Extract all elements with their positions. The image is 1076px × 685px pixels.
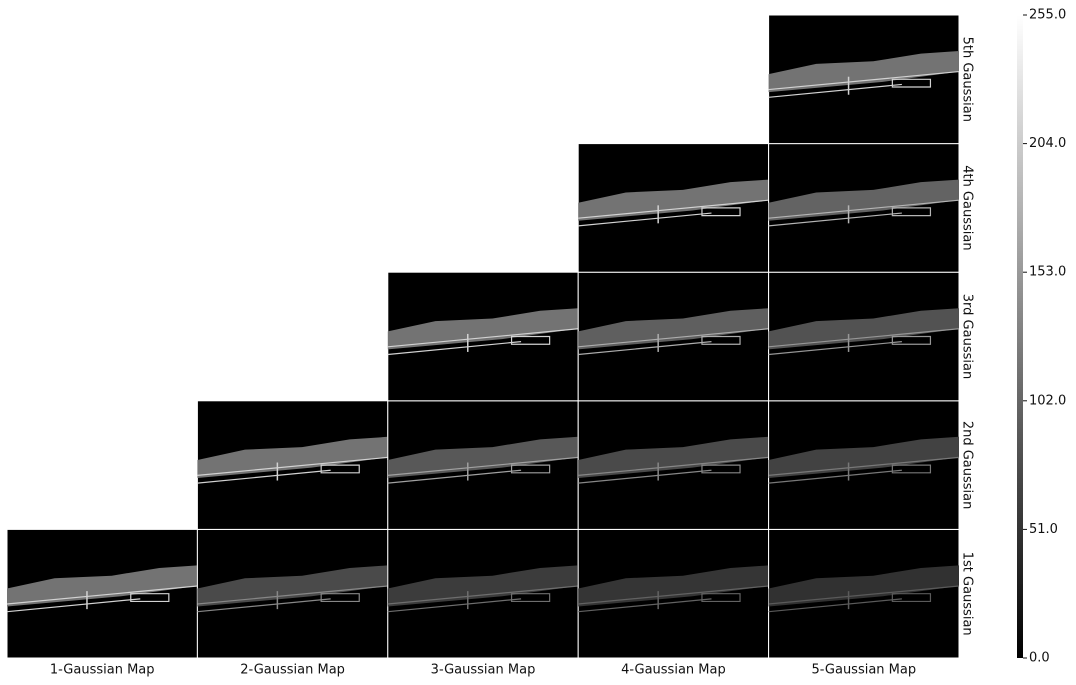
colorbar xyxy=(1017,15,1023,658)
terrain xyxy=(197,565,388,607)
row-label: 5th Gaussian xyxy=(960,37,975,122)
map-image xyxy=(577,143,770,273)
road xyxy=(387,456,579,484)
map-image xyxy=(387,528,579,659)
road xyxy=(768,585,960,613)
map-image xyxy=(577,528,770,659)
terrain xyxy=(387,565,579,607)
map-image xyxy=(387,400,579,530)
terrain xyxy=(768,51,959,93)
column-label: 5-Gaussian Map xyxy=(811,663,916,678)
terrain xyxy=(578,565,769,607)
row-label: 1st Gaussian xyxy=(960,552,975,636)
row-label: 2nd Gaussian xyxy=(960,421,975,510)
terrain xyxy=(578,179,769,221)
row-label: 4th Gaussian xyxy=(960,165,975,250)
road xyxy=(768,328,960,356)
terrain xyxy=(768,565,959,607)
colorbar-tick-label: 102.0 xyxy=(1029,393,1066,408)
map-image xyxy=(196,528,389,659)
map-image xyxy=(6,528,198,659)
colorbar-tick-label: 153.0 xyxy=(1029,265,1066,280)
road xyxy=(768,456,960,484)
road xyxy=(578,456,769,484)
road xyxy=(768,199,960,227)
road xyxy=(578,585,769,613)
map-image xyxy=(577,271,770,402)
terrain xyxy=(768,179,959,221)
colorbar-tick-label: 204.0 xyxy=(1029,136,1066,151)
terrain xyxy=(578,436,769,478)
column-label: 3-Gaussian Map xyxy=(431,663,536,678)
terrain xyxy=(768,436,959,478)
road xyxy=(387,585,579,613)
road xyxy=(6,585,198,613)
map-image xyxy=(768,400,960,530)
colorbar-tick-label: 0.0 xyxy=(1029,651,1050,666)
terrain xyxy=(387,436,579,478)
map-image xyxy=(768,528,960,659)
road xyxy=(197,585,388,613)
map-image xyxy=(768,14,960,145)
map-image xyxy=(768,143,960,273)
road xyxy=(578,199,769,227)
colorbar-tick-label: 51.0 xyxy=(1029,522,1058,537)
road xyxy=(768,70,960,98)
map-image xyxy=(387,271,579,402)
road xyxy=(197,456,388,484)
column-label: 1-Gaussian Map xyxy=(50,663,155,678)
terrain xyxy=(7,565,198,607)
road xyxy=(578,328,769,356)
colorbar-tick-label: 255.0 xyxy=(1029,8,1066,23)
terrain xyxy=(768,308,959,350)
road xyxy=(387,328,579,356)
row-label: 3rd Gaussian xyxy=(960,294,975,379)
terrain xyxy=(578,308,769,350)
terrain xyxy=(197,436,388,478)
column-label: 4-Gaussian Map xyxy=(621,663,726,678)
map-image xyxy=(196,400,389,530)
map-image xyxy=(577,400,770,530)
column-label: 2-Gaussian Map xyxy=(240,663,345,678)
terrain xyxy=(387,308,579,350)
map-image xyxy=(768,271,960,402)
